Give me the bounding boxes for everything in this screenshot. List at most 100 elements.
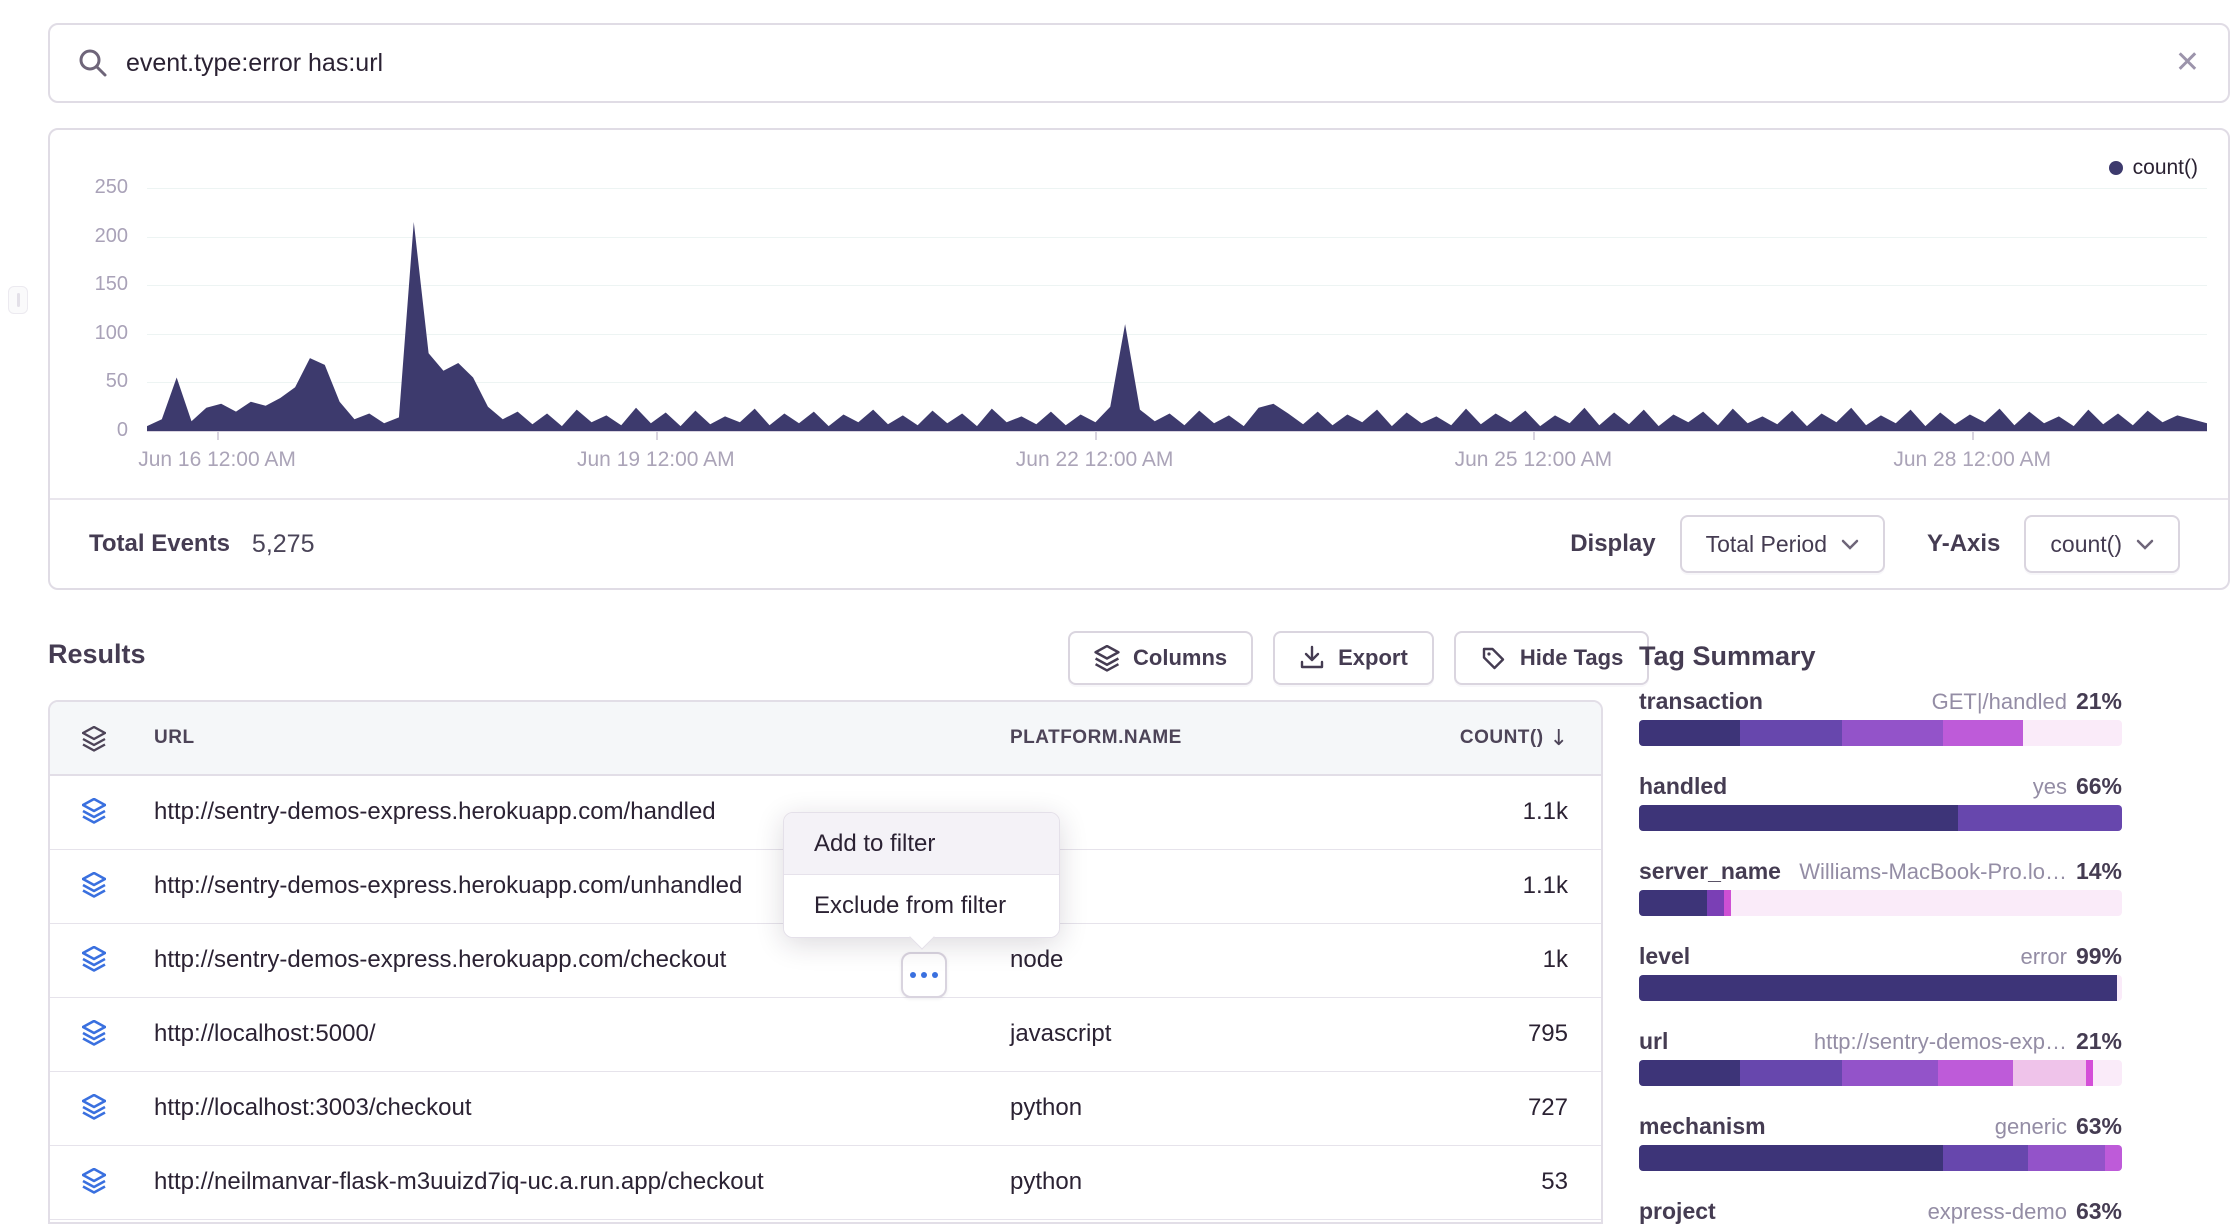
tag-percentage: 21% xyxy=(2075,1028,2122,1054)
url-cell: http://sentry-demos-express.herokuapp.co… xyxy=(154,798,716,825)
tag-percentage: 14% xyxy=(2075,858,2122,884)
search-bar: event.type:error has:url ✕ xyxy=(48,23,2230,103)
stack-icon xyxy=(82,1094,106,1120)
menu-item-add-to-filter[interactable]: Add to filter xyxy=(784,813,1059,875)
tag-block-mechanism: mechanism generic 63% xyxy=(1639,1113,2122,1171)
x-axis-line xyxy=(147,430,2207,432)
y-axis-labels: 0 50 100 150 200 250 xyxy=(94,176,128,441)
url-cell: http://neilmanvar-flask-m3uuizd7iq-uc.a.… xyxy=(154,1168,764,1195)
row-actions-button[interactable] xyxy=(901,952,947,998)
count-cell: 1k xyxy=(1542,946,1568,973)
stack-icon xyxy=(82,726,106,752)
tag-block-level: level error 99% xyxy=(1639,943,2122,1001)
url-cell: http://localhost:5000/ xyxy=(154,1020,376,1047)
tag-percentage: 21% xyxy=(2075,688,2122,714)
tag-top-value: express-demo xyxy=(1927,1199,2067,1224)
results-table: URL PLATFORM.NAME COUNT() ↓ http://sentr… xyxy=(48,700,1603,1224)
search-icon xyxy=(79,49,107,77)
stack-icon xyxy=(82,946,106,972)
results-actions: Columns Export Hide Tags xyxy=(1068,631,1650,685)
cell-context-menu: Add to filter Exclude from filter xyxy=(783,812,1060,950)
stack-icon xyxy=(82,1020,106,1046)
count-cell: 1.1k xyxy=(1522,872,1568,899)
series-dot-icon xyxy=(2108,161,2123,175)
display-dropdown[interactable]: Total Period xyxy=(1679,515,1886,573)
count-cell: 727 xyxy=(1527,1094,1568,1121)
columns-button-label: Columns xyxy=(1133,645,1228,670)
tag-top-value: yes xyxy=(2032,774,2067,799)
tag-percentage: 63% xyxy=(2075,1113,2122,1139)
search-input[interactable]: event.type:error has:url xyxy=(126,48,384,77)
tag-label: mechanism xyxy=(1639,1113,1766,1139)
tag-label: transaction xyxy=(1639,688,1763,714)
count-cell: 1.1k xyxy=(1522,798,1568,825)
tag-distribution-bar[interactable] xyxy=(1639,720,2122,746)
tag-label: level xyxy=(1639,943,1691,969)
tag-label: handled xyxy=(1639,773,1728,799)
column-header-url[interactable]: URL xyxy=(154,727,195,748)
yaxis-label: Y-Axis xyxy=(1927,530,2001,557)
events-chart-panel: count() 0 50 100 150 200 250 Jun 16 12:00 AM J… xyxy=(48,128,2230,590)
columns-button[interactable]: Columns xyxy=(1068,631,1254,685)
x-axis-tick-labels: Jun 16 12:00 AM Jun 19 12:00 AM Jun 22 12:… xyxy=(138,448,2051,471)
chart-legend[interactable]: count() xyxy=(2108,156,2198,180)
stack-icon xyxy=(1094,644,1120,672)
url-cell: http://sentry-demos-express.herokuapp.co… xyxy=(154,946,727,973)
stack-icon xyxy=(82,872,106,898)
tag-label: server_name xyxy=(1639,858,1781,884)
tag-summary-heading: Tag Summary xyxy=(1639,641,1816,671)
clear-search-icon[interactable]: ✕ xyxy=(2174,45,2200,80)
hide-tags-button-label: Hide Tags xyxy=(1519,645,1624,670)
series-label: count() xyxy=(2132,156,2198,179)
menu-item-exclude-from-filter[interactable]: Exclude from filter xyxy=(784,875,1059,937)
url-cell: http://localhost:3003/checkout xyxy=(154,1094,472,1121)
stack-icon xyxy=(82,798,106,824)
tag-distribution-bar[interactable] xyxy=(1639,1060,2122,1086)
export-button[interactable]: Export xyxy=(1273,631,1434,685)
results-heading: Results xyxy=(48,639,146,669)
tag-percentage: 99% xyxy=(2075,943,2122,969)
tag-distribution-bar[interactable] xyxy=(1639,975,2122,1001)
tag-distribution-bar[interactable] xyxy=(1639,1145,2122,1171)
tag-label: url xyxy=(1639,1028,1669,1054)
table-row[interactable]: http://localhost:3003/checkout python 72… xyxy=(50,1072,1601,1146)
platform-cell: javascript xyxy=(1010,1020,1112,1047)
tag-label: project xyxy=(1639,1198,1716,1224)
display-dropdown-value: Total Period xyxy=(1705,530,1828,557)
yaxis-dropdown[interactable]: count() xyxy=(2024,515,2180,573)
chevron-down-icon xyxy=(2136,539,2154,550)
chart-plot-area xyxy=(147,188,2207,432)
chart-footer: Total Events 5,275 Display Total Period … xyxy=(50,498,2228,588)
total-events-value: 5,275 xyxy=(251,529,315,558)
count-header-label: COUNT() xyxy=(1459,727,1544,748)
sidebar-collapse-handle[interactable] xyxy=(8,286,28,314)
table-row[interactable]: http://neilmanvar-flask-m3uuizd7iq-uc.a.… xyxy=(50,1146,1601,1220)
column-header-platform[interactable]: PLATFORM.NAME xyxy=(1010,727,1182,748)
column-header-count[interactable]: COUNT() ↓ xyxy=(1460,726,1568,751)
tag-block-url: url http://sentry-demos-exp… 21% xyxy=(1639,1028,2122,1086)
tag-top-value: GET|/handled xyxy=(1931,689,2067,714)
download-icon xyxy=(1300,645,1324,669)
tag-block-server-name: server_name Williams-MacBook-Pro.lo… 14% xyxy=(1639,858,2122,916)
tag-percentage: 66% xyxy=(2075,773,2122,799)
tag-distribution-bar[interactable] xyxy=(1639,890,2122,916)
tag-block-project: project express-demo 63% xyxy=(1639,1198,2122,1224)
tag-percentage: 63% xyxy=(2075,1198,2122,1224)
tag-block-transaction: transaction GET|/handled 21% xyxy=(1639,688,2122,746)
export-button-label: Export xyxy=(1338,645,1408,670)
platform-cell: python xyxy=(1010,1094,1083,1121)
table-row[interactable]: http://localhost:5000/ javascript 795 xyxy=(50,998,1601,1072)
tag-icon xyxy=(1482,647,1505,669)
count-cell: 53 xyxy=(1541,1168,1568,1195)
tag-summary-panel: Tag Summary transaction GET|/handled 21% … xyxy=(1639,641,2122,1224)
yaxis-dropdown-value: count() xyxy=(2050,530,2122,557)
x-axis-ticks xyxy=(147,431,2207,441)
total-events-label: Total Events xyxy=(89,530,230,557)
tag-block-handled: handled yes 66% xyxy=(1639,773,2122,831)
tag-distribution-bar[interactable] xyxy=(1639,805,2122,831)
url-cell: http://sentry-demos-express.herokuapp.co… xyxy=(154,872,743,899)
hide-tags-button[interactable]: Hide Tags xyxy=(1453,631,1650,685)
area-chart xyxy=(147,222,2207,431)
platform-cell: python xyxy=(1010,1168,1083,1195)
tag-top-value: error xyxy=(2020,944,2067,969)
